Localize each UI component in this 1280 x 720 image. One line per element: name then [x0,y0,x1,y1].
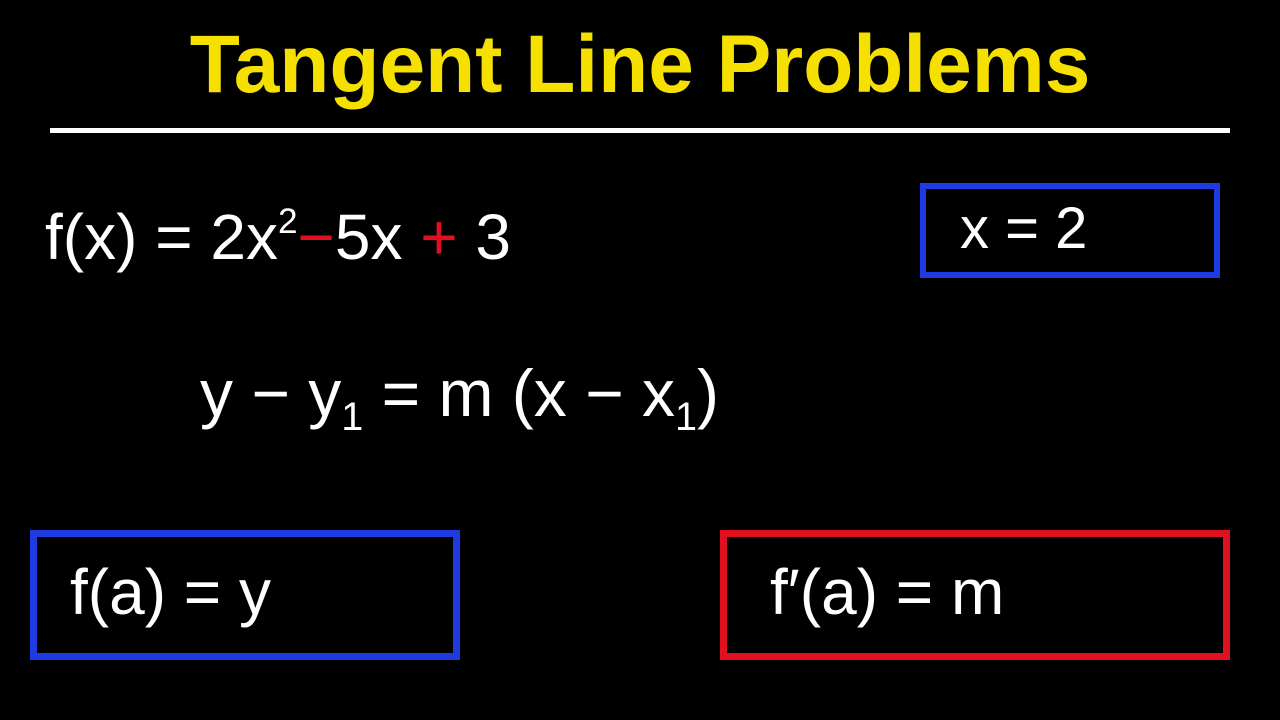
fx-minus: − [298,201,335,273]
x-value-equation: x = 2 [960,195,1087,262]
ps-sub1: 1 [341,395,363,439]
fx-middle: 5x [335,201,403,273]
point-slope-equation: y − y1 = m (x − x1) [200,355,719,440]
ps-p2: = m (x − x [363,356,675,430]
x-value-text: x = 2 [960,196,1087,261]
fpa-m-text: f′(a) = m [770,556,1004,628]
ps-p1: y − y [200,356,341,430]
fx-suffix: 3 [475,201,511,273]
function-equation: f(x) = 2x2−5x + 3 [45,200,511,274]
fprime-a-equals-m-equation: f′(a) = m [770,555,1004,629]
fa-y-text: f(a) = y [70,556,271,628]
title-text: Tangent Line Problems [190,19,1091,110]
title-underline [50,128,1230,133]
page-title: Tangent Line Problems [190,18,1091,112]
fa-equals-y-equation: f(a) = y [70,555,271,629]
fx-prefix: f(x) = 2x [45,201,278,273]
ps-p3: ) [697,356,719,430]
fx-exponent: 2 [278,202,298,241]
ps-sub2: 1 [675,395,697,439]
fx-plus: + [420,201,457,273]
